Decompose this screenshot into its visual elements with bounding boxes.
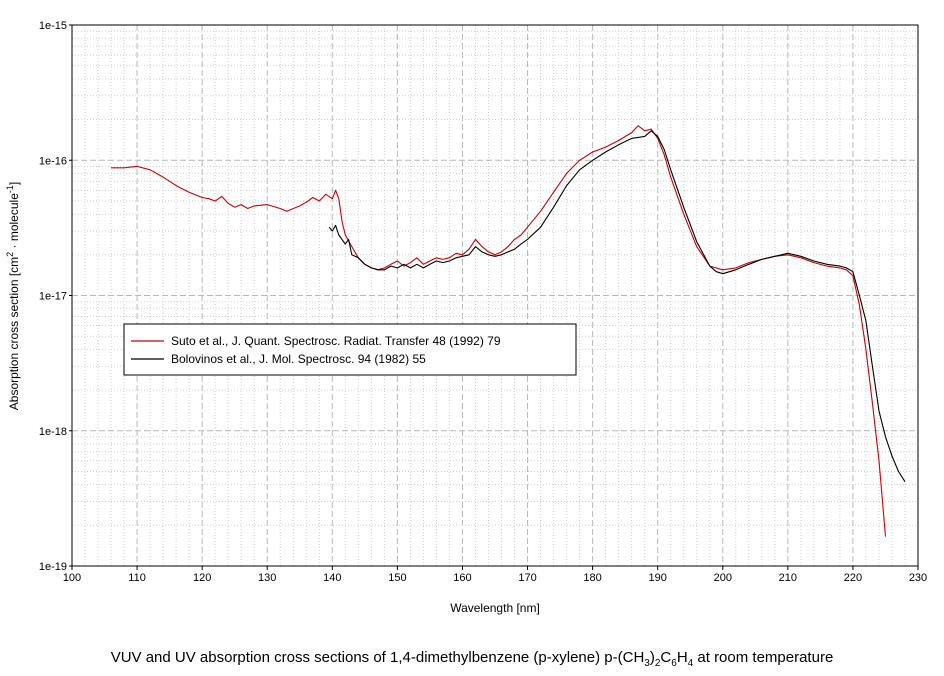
legend-label-suto: Suto et al., J. Quant. Spectrosc. Radiat… bbox=[171, 334, 501, 348]
series-line-suto bbox=[111, 125, 887, 537]
x-tick-label: 220 bbox=[844, 572, 862, 584]
axis-ticks: 100 110 120 130 140 150 160 170 180 190 200 210 220 2… bbox=[39, 20, 927, 584]
x-axis-label: Wavelength [nm] bbox=[450, 601, 540, 615]
x-tick-label: 230 bbox=[909, 572, 927, 584]
grid bbox=[72, 25, 918, 566]
y-tick-label: 1e-18 bbox=[39, 426, 67, 438]
x-tick-label: 200 bbox=[714, 572, 732, 584]
y-axis-label: Absorption cross section [cm2 · molecule… bbox=[5, 182, 21, 410]
x-tick-label: 190 bbox=[649, 572, 667, 584]
x-tick-label: 140 bbox=[323, 572, 341, 584]
y-tick-label: 1e-16 bbox=[39, 155, 67, 167]
x-tick-label: 160 bbox=[453, 572, 471, 584]
y-tick-label: 1e-17 bbox=[39, 291, 67, 303]
figure-caption: VUV and UV absorption cross sections of … bbox=[110, 649, 834, 669]
x-tick-label: 180 bbox=[583, 572, 601, 584]
series-line-bolovinos bbox=[328, 130, 906, 482]
y-tick-label: 1e-15 bbox=[39, 20, 67, 32]
x-tick-label: 150 bbox=[388, 572, 406, 584]
x-tick-label: 130 bbox=[258, 572, 276, 584]
y-tick-label: 1e-19 bbox=[39, 561, 67, 573]
legend: Suto et al., J. Quant. Spectrosc. Radiat… bbox=[123, 323, 577, 376]
x-tick-label: 100 bbox=[63, 572, 81, 584]
series-lines bbox=[111, 125, 906, 537]
chart: 100 110 120 130 140 150 160 170 180 190 200 210 220 2… bbox=[5, 20, 927, 615]
x-tick-label: 110 bbox=[128, 572, 146, 584]
x-tick-label: 210 bbox=[779, 572, 797, 584]
x-tick-label: 120 bbox=[193, 572, 211, 584]
legend-box bbox=[123, 323, 577, 376]
x-tick-label: 170 bbox=[518, 572, 536, 584]
legend-label-bolovinos: Bolovinos et al., J. Mol. Spectrosc. 94 … bbox=[171, 352, 426, 366]
